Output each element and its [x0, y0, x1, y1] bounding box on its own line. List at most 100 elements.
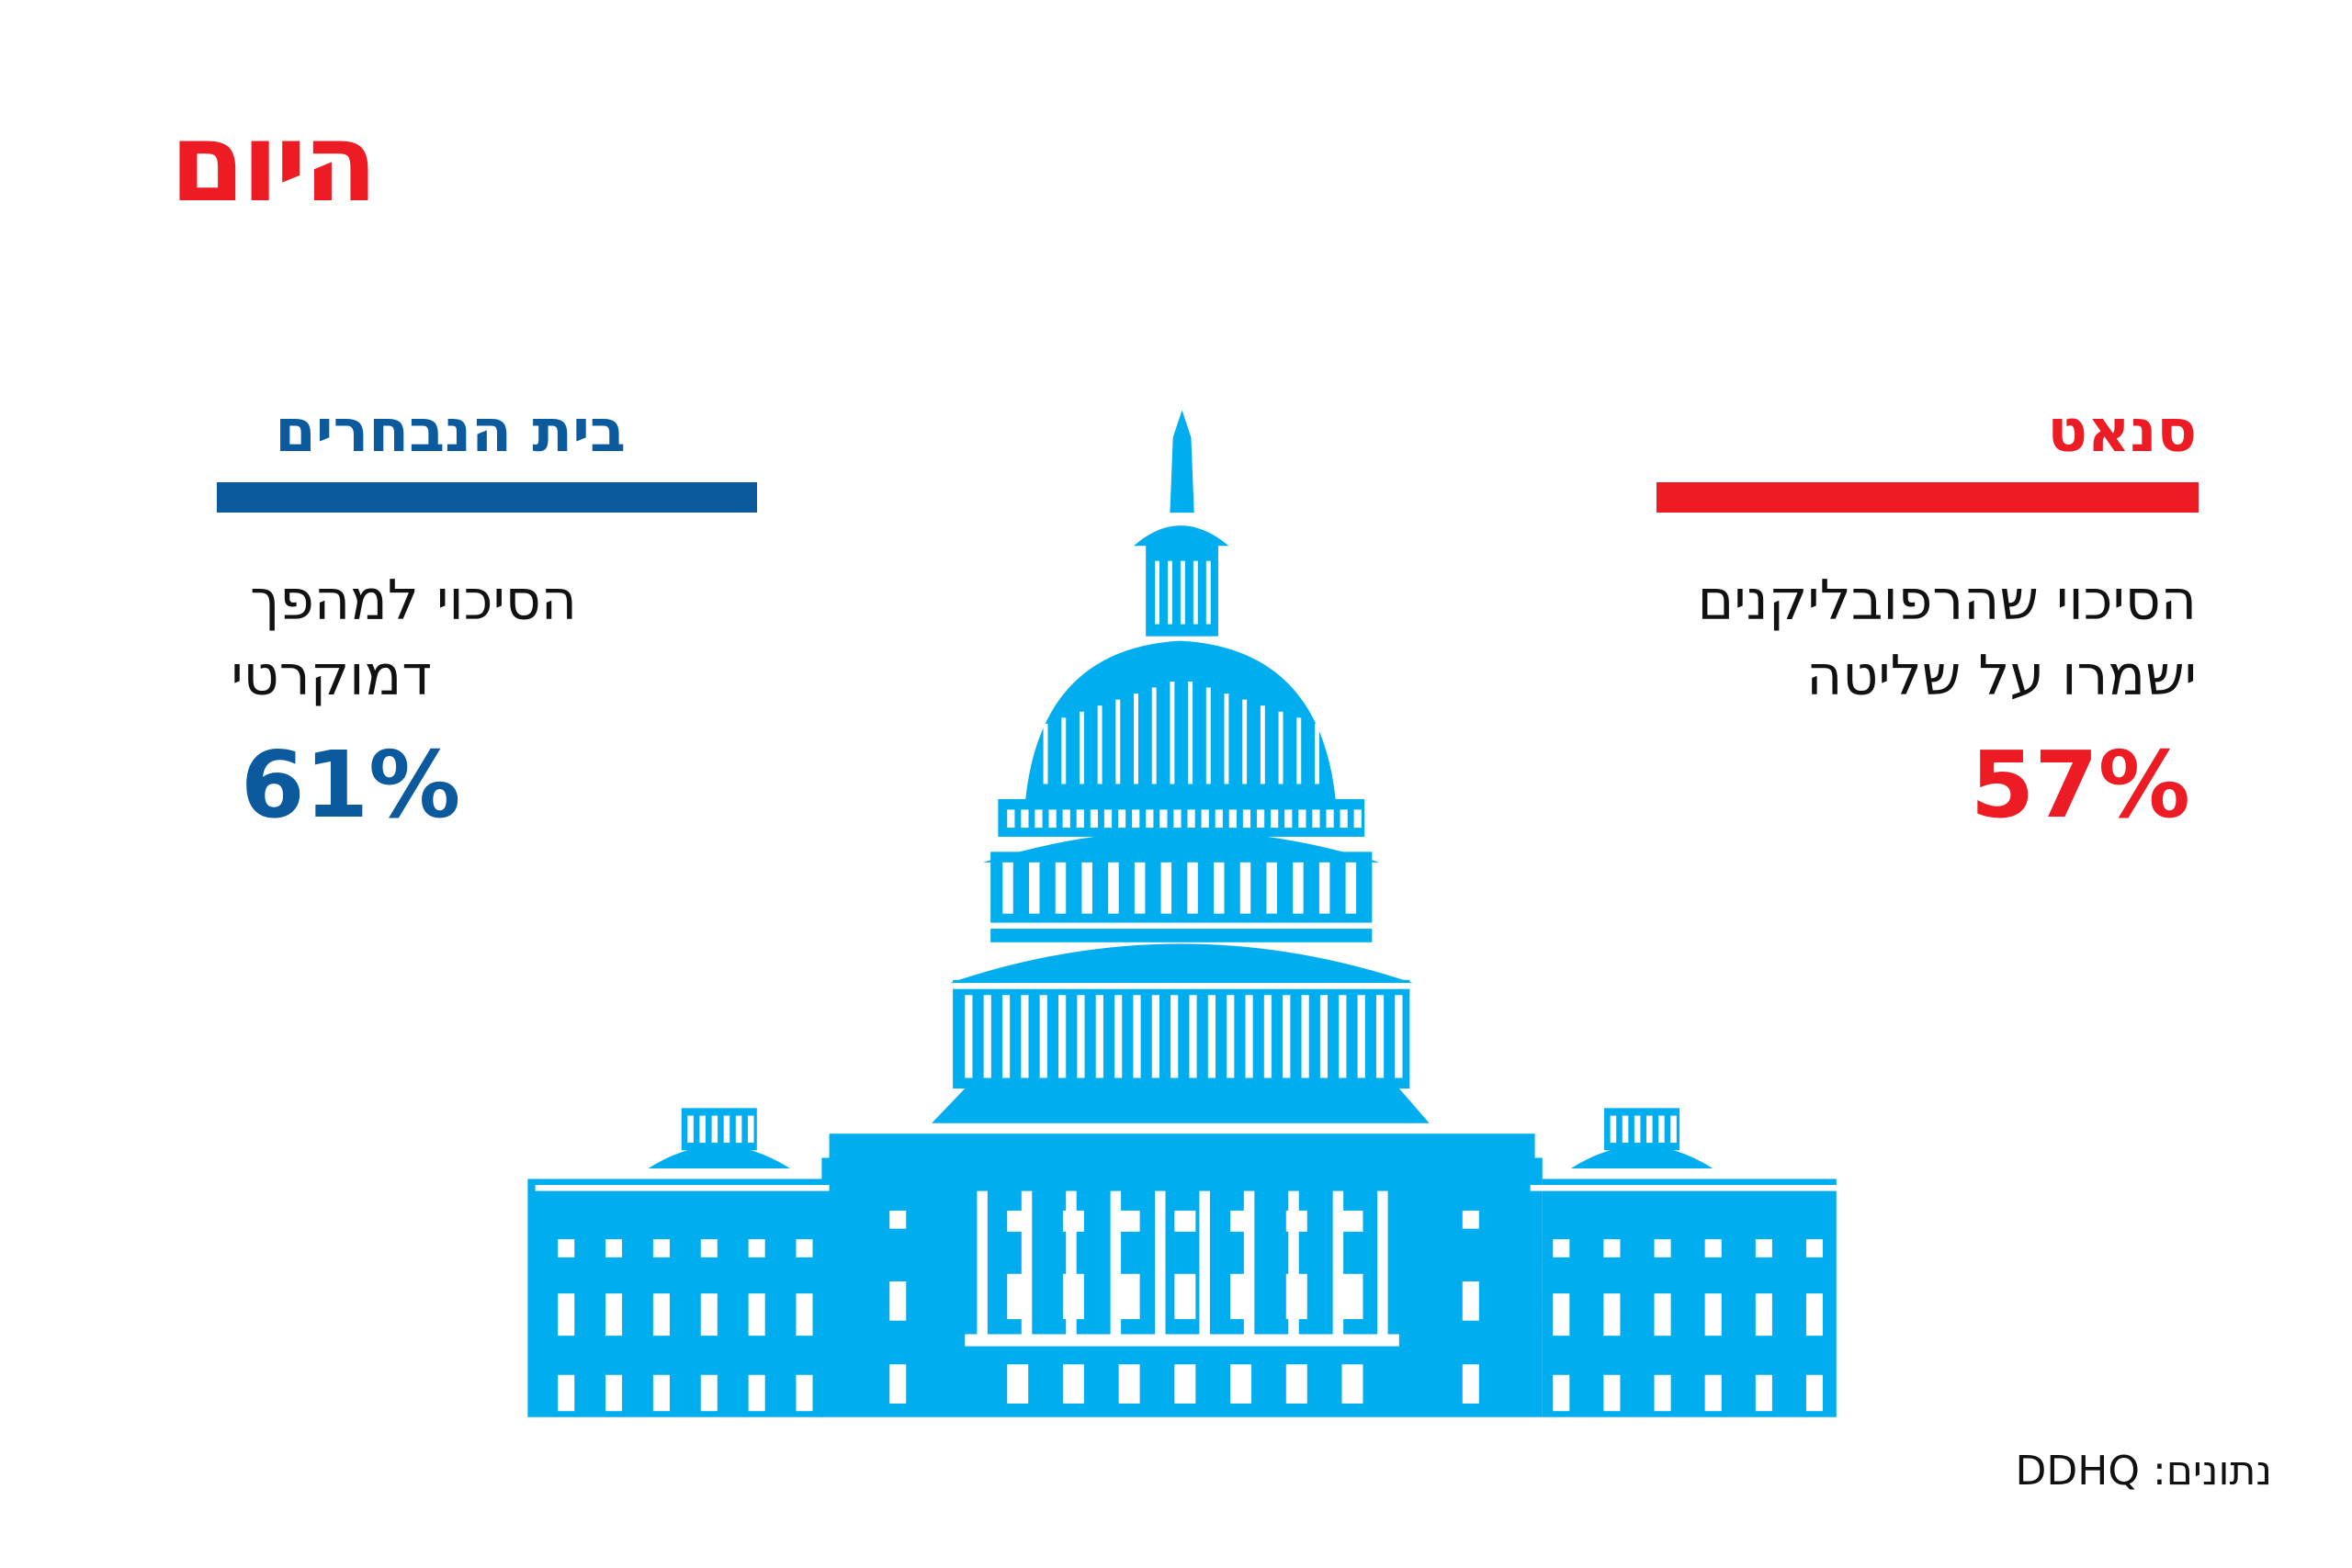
window: [1805, 1239, 1823, 1258]
cupola-column: [747, 1115, 754, 1144]
drum-column: [1170, 995, 1179, 1078]
dome-rib: [1296, 717, 1302, 784]
dome-rib: [1170, 681, 1175, 784]
window: [796, 1293, 813, 1337]
base-slot: [1146, 809, 1154, 829]
window: [1118, 1273, 1140, 1320]
window: [1805, 1374, 1823, 1412]
drum-column: [1189, 995, 1197, 1078]
window: [1805, 1293, 1823, 1337]
base-slot: [1187, 809, 1195, 829]
lantern-column: [1180, 560, 1185, 625]
upper-window: [1160, 862, 1172, 914]
drum-column: [1245, 995, 1253, 1078]
window: [1230, 1273, 1252, 1320]
column: [1199, 1190, 1210, 1335]
dome-rib: [1097, 705, 1102, 784]
window: [1341, 1273, 1363, 1320]
cupola-column: [699, 1115, 706, 1144]
window: [558, 1293, 575, 1337]
cupola-column: [711, 1115, 718, 1144]
window: [889, 1210, 907, 1229]
window: [700, 1239, 718, 1258]
column: [977, 1190, 988, 1335]
dome-rib: [1278, 711, 1283, 784]
window: [1654, 1239, 1671, 1258]
drum-column: [1058, 995, 1067, 1078]
column: [1377, 1190, 1388, 1335]
column: [1155, 1190, 1166, 1335]
drum-band: [953, 983, 1410, 989]
drum-column: [1077, 995, 1085, 1078]
cupola-column: [1610, 1115, 1617, 1144]
window: [652, 1374, 670, 1412]
right-wing: [1542, 1179, 1837, 1417]
window: [1603, 1239, 1621, 1258]
dome-rib: [1314, 723, 1319, 784]
window: [605, 1374, 623, 1412]
window: [652, 1239, 670, 1258]
base-slot: [1048, 809, 1057, 829]
upper-window: [1029, 862, 1040, 914]
upper-window: [1002, 862, 1013, 914]
window: [796, 1374, 813, 1412]
house-title: בית הנבחרים: [275, 398, 626, 466]
lantern-column: [1193, 560, 1198, 625]
base-slot: [1035, 809, 1043, 829]
base-slot: [1103, 809, 1113, 829]
drum-column: [1095, 995, 1103, 1078]
window: [1462, 1364, 1479, 1404]
upper-drum: [990, 852, 1373, 942]
senate-value: 57%: [1970, 731, 2190, 839]
drum-column: [1395, 995, 1403, 1078]
window: [1174, 1364, 1196, 1404]
window: [652, 1293, 670, 1337]
window: [1603, 1374, 1621, 1412]
drum-column: [1375, 995, 1385, 1078]
drum-column: [1207, 995, 1216, 1078]
drum-column: [1001, 995, 1011, 1078]
column: [1288, 1190, 1299, 1335]
base-slot: [1173, 809, 1182, 829]
window: [1062, 1210, 1084, 1232]
column: [1110, 1190, 1122, 1335]
window: [748, 1374, 765, 1412]
senate-text: הסיכוי שהרפובליקנים: [1697, 569, 2197, 633]
dome-rib: [1224, 694, 1229, 784]
base-slot: [1256, 809, 1265, 829]
cupola-column: [1634, 1115, 1641, 1144]
drum-column: [965, 995, 973, 1078]
drum-column: [1319, 995, 1329, 1078]
window: [1462, 1210, 1479, 1229]
base-slot: [1340, 809, 1348, 829]
right-cupola: [1604, 1108, 1680, 1151]
window: [1007, 1364, 1029, 1404]
house-text: הסיכוי למהפך: [250, 569, 577, 633]
upper-window: [1345, 862, 1357, 914]
dome-rib: [1043, 723, 1048, 784]
window: [1118, 1210, 1140, 1232]
drum-column: [1133, 995, 1141, 1078]
drum-column: [983, 995, 991, 1078]
window: [1230, 1364, 1252, 1404]
cupola-column: [1646, 1115, 1653, 1144]
base-slot: [1215, 809, 1223, 829]
window: [1007, 1273, 1029, 1320]
left-wing-dome: [648, 1145, 790, 1168]
drum-column: [1301, 995, 1309, 1078]
cupola-column: [1622, 1115, 1629, 1144]
window: [1654, 1374, 1671, 1412]
dome-rib: [1205, 687, 1211, 784]
base-slot: [1298, 809, 1306, 829]
wing-frieze: [535, 1185, 830, 1191]
cupola-column: [1670, 1115, 1677, 1144]
senate-text: ישמרו על שליטה: [1806, 644, 2197, 708]
upper-window: [1266, 862, 1277, 914]
upper-window: [1214, 862, 1225, 914]
lantern-column: [1167, 560, 1172, 625]
window: [748, 1239, 765, 1258]
window: [1230, 1210, 1252, 1232]
column: [1066, 1190, 1077, 1335]
lantern-column: [1205, 560, 1211, 625]
